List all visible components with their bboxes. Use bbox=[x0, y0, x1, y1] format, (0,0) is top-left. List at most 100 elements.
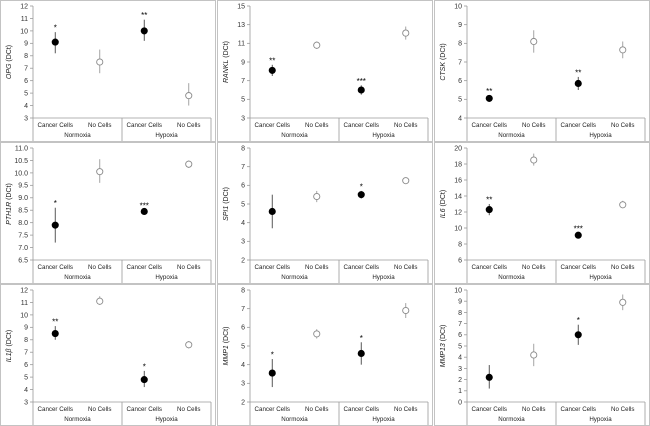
y-tick-label: 6 bbox=[458, 78, 462, 85]
data-point bbox=[268, 369, 276, 377]
chart-rankl: 3 5 7 9 11 13 15 RANKL (DCt) Cancer Cells No Cell… bbox=[217, 0, 433, 142]
chart-mmp1: 2 3 4 5 6 7 8 MMP1 (DCt) Cancer Cells No Cells Can… bbox=[217, 284, 433, 426]
y-axis-label: SPI1 (DCt) bbox=[223, 187, 230, 221]
x-group-label: Hypoxia bbox=[589, 132, 612, 139]
x-category-label: Cancer Cells bbox=[344, 122, 379, 129]
y-tick-label: 13 bbox=[237, 22, 245, 29]
y-tick-label: 4 bbox=[24, 387, 28, 394]
y-tick-label: 10 bbox=[454, 287, 462, 294]
significance-marker: * bbox=[577, 316, 580, 325]
data-point bbox=[574, 231, 582, 239]
y-tick-label: 8 bbox=[458, 41, 462, 48]
x-group-label: Normoxia bbox=[64, 274, 91, 281]
y-tick-label: 8.5 bbox=[18, 208, 28, 215]
y-tick-label: 7 bbox=[24, 350, 28, 357]
x-group-label: Normoxia bbox=[281, 274, 308, 281]
y-tick-label: 7 bbox=[458, 321, 462, 328]
y-tick-label: 12 bbox=[454, 209, 462, 216]
x-category-label: Cancer Cells bbox=[472, 122, 507, 129]
y-tick-label: 4 bbox=[241, 362, 245, 369]
data-point bbox=[402, 29, 410, 37]
x-category-label: No Cells bbox=[611, 122, 634, 129]
data-point bbox=[485, 94, 493, 102]
data-point bbox=[268, 207, 276, 216]
y-tick-label: 12 bbox=[20, 3, 28, 10]
y-tick-label: 11.0 bbox=[15, 145, 28, 152]
x-category-label: Cancer Cells bbox=[561, 406, 596, 413]
y-tick-label: 9.0 bbox=[18, 195, 28, 202]
y-tick-label: 9.5 bbox=[18, 183, 28, 190]
y-tick-label: 3 bbox=[241, 115, 245, 122]
y-tick-label: 18 bbox=[454, 161, 462, 168]
y-tick-label: 6 bbox=[241, 325, 245, 332]
y-tick-label: 7.5 bbox=[18, 233, 28, 240]
data-point bbox=[357, 349, 365, 358]
y-tick-label: 9 bbox=[458, 299, 462, 306]
y-tick-label: 15 bbox=[237, 3, 245, 10]
y-axis-label: CTSK (DCt) bbox=[440, 43, 447, 80]
x-group-label: Normoxia bbox=[498, 132, 525, 139]
y-tick-label: 1 bbox=[458, 388, 462, 395]
y-tick-label: 2 bbox=[458, 377, 462, 384]
y-tick-label: 8 bbox=[241, 287, 245, 294]
data-point bbox=[140, 376, 148, 384]
data-point bbox=[51, 221, 59, 229]
y-tick-label: 11 bbox=[238, 41, 245, 48]
y-tick-label: 8 bbox=[241, 145, 245, 152]
y-tick-label: 3 bbox=[24, 115, 28, 122]
y-tick-label: 16 bbox=[454, 177, 462, 184]
y-tick-label: 5 bbox=[24, 91, 28, 98]
x-category-label: Cancer Cells bbox=[472, 264, 507, 271]
y-tick-label: 7 bbox=[241, 306, 245, 313]
chart-pth1r: 6.5 7.0 7.5 8.0 8.5 9.0 9.5 10.0 10.5 11.0 PTH1R (… bbox=[0, 142, 216, 284]
data-point bbox=[96, 168, 104, 176]
y-axis-label: IL6 (DCt) bbox=[440, 190, 447, 218]
x-category-label: Cancer Cells bbox=[255, 406, 290, 413]
y-tick-label: 9 bbox=[458, 22, 462, 29]
y-tick-label: 0 bbox=[458, 399, 462, 406]
y-axis-label: MMP13 (DCt) bbox=[440, 325, 447, 368]
x-group-label: Normoxia bbox=[498, 416, 525, 423]
y-tick-label: 3 bbox=[458, 366, 462, 373]
x-category-label: No Cells bbox=[522, 406, 545, 413]
data-point bbox=[268, 66, 276, 74]
panel-border bbox=[217, 0, 433, 142]
significance-marker: *** bbox=[140, 202, 149, 211]
data-point bbox=[530, 156, 538, 164]
y-tick-label: 9 bbox=[241, 59, 245, 66]
y-tick-label: 5 bbox=[458, 343, 462, 350]
y-tick-label: 3 bbox=[241, 381, 245, 388]
y-tick-label: 7.0 bbox=[18, 245, 28, 252]
data-point bbox=[313, 41, 321, 49]
chart-il6: 6 8 10 12 14 16 18 20 IL6 (DCt) Cancer Cells No Ce… bbox=[434, 142, 650, 284]
y-tick-label: 8 bbox=[24, 53, 28, 60]
y-tick-label: 8 bbox=[458, 241, 462, 248]
y-tick-label: 2 bbox=[241, 399, 245, 406]
significance-marker: * bbox=[271, 351, 274, 360]
x-category-label: Cancer Cells bbox=[255, 264, 290, 271]
x-group-label: Normoxia bbox=[281, 132, 308, 139]
y-tick-label: 4 bbox=[458, 115, 462, 122]
significance-marker: *** bbox=[574, 224, 583, 233]
x-category-label: Cancer Cells bbox=[255, 122, 290, 129]
x-category-label: Cancer Cells bbox=[127, 406, 162, 413]
significance-marker: * bbox=[54, 24, 57, 33]
x-category-label: No Cells bbox=[522, 264, 545, 271]
y-tick-label: 6 bbox=[458, 332, 462, 339]
y-tick-label: 7 bbox=[24, 66, 28, 73]
y-tick-label: 11 bbox=[21, 16, 28, 23]
y-axis-label: OPG (DCt) bbox=[6, 45, 13, 79]
data-point bbox=[485, 206, 493, 214]
y-tick-label: 10 bbox=[454, 3, 462, 10]
panel-border bbox=[0, 0, 216, 142]
y-tick-label: 6 bbox=[24, 362, 28, 369]
y-tick-label: 3 bbox=[241, 239, 245, 246]
significance-marker: * bbox=[360, 334, 363, 343]
y-tick-label: 3 bbox=[24, 399, 28, 406]
data-point bbox=[619, 298, 627, 306]
x-category-label: No Cells bbox=[394, 406, 417, 413]
y-tick-label: 8.0 bbox=[18, 220, 28, 227]
data-point bbox=[51, 330, 59, 338]
significance-marker: ** bbox=[269, 56, 275, 65]
y-tick-label: 6 bbox=[24, 78, 28, 85]
